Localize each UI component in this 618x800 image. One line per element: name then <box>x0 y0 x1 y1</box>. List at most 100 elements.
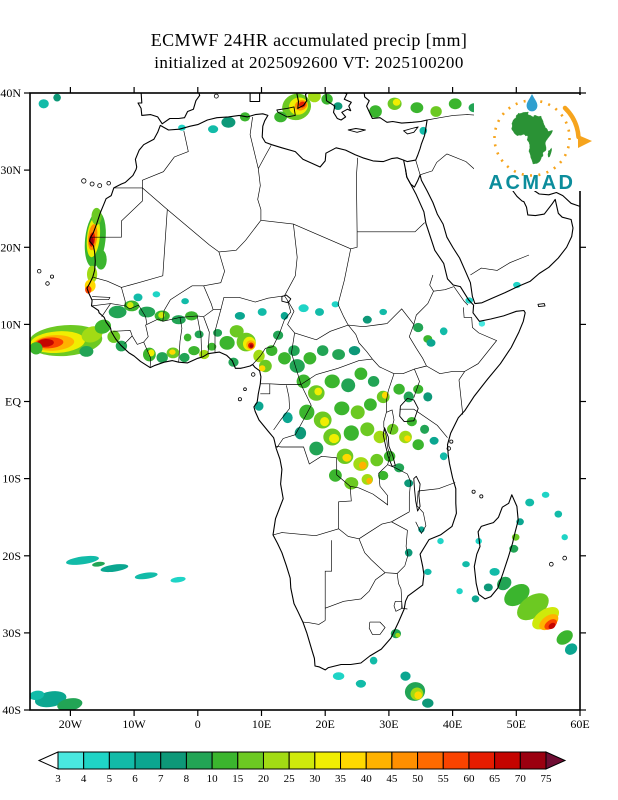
country-border <box>284 224 298 296</box>
country-border <box>372 358 427 375</box>
precip-cell <box>299 404 315 420</box>
precip-cell <box>471 595 480 603</box>
precip-cell <box>565 643 578 655</box>
country-border <box>350 464 388 506</box>
small-island <box>243 387 247 392</box>
acmad-logo: ACMAD <box>474 94 592 194</box>
small-island <box>213 93 219 99</box>
lake <box>413 475 421 512</box>
colorbar-tick-label: 30 <box>309 773 321 785</box>
precip-cell <box>253 349 265 363</box>
precip-cell <box>296 374 311 389</box>
country-border <box>291 332 302 385</box>
country-border <box>260 383 271 395</box>
country-border <box>146 285 204 325</box>
country-border <box>273 385 290 431</box>
precip-cell <box>341 378 356 393</box>
precip-cell <box>367 376 380 387</box>
precip-cell <box>362 315 372 324</box>
country-border <box>218 220 262 253</box>
country-border <box>302 620 326 625</box>
precip-cell <box>234 312 245 320</box>
country-border <box>113 330 131 332</box>
precip-cell <box>303 352 317 365</box>
country-border <box>260 383 301 385</box>
map-subtitle: initialized at 2025092600 VT: 2025100200 <box>154 53 464 72</box>
precip-cell <box>207 342 217 351</box>
small-island <box>562 555 567 561</box>
precip-cell <box>332 672 345 680</box>
country-border <box>252 300 292 365</box>
country-border <box>338 528 360 540</box>
arrow-icon <box>578 135 592 148</box>
country-border <box>470 254 530 276</box>
country-border <box>358 538 386 573</box>
precip-cell <box>383 450 396 462</box>
map-frame-layer: 40N 30N 20N 10N EQ 10S 20S 30S 40S 20W 10W 0 10E 20E 3… <box>0 86 589 731</box>
country-border <box>196 315 203 357</box>
precip-cell <box>414 691 423 700</box>
precip-cell <box>350 405 365 420</box>
precip-cell <box>288 345 300 356</box>
country-border <box>93 276 122 288</box>
country-border <box>258 145 272 169</box>
precip-cell <box>364 398 377 411</box>
colorbar-segment <box>134 751 162 770</box>
colorbar-tick-label: 45 <box>386 773 398 785</box>
colorbar-right-arrow <box>545 751 567 770</box>
precip-cell <box>561 534 568 541</box>
country-border <box>324 540 332 621</box>
precip-colorbar: 3 4 5 6 7 8 10 15 20 25 30 35 40 45 50 55 60 65 70 75 <box>37 751 567 785</box>
country-border <box>386 409 395 434</box>
borders-layer <box>90 114 530 635</box>
precip-cell <box>504 584 530 607</box>
country-border <box>178 317 183 363</box>
country-border <box>294 324 349 341</box>
precip-cell <box>348 346 361 356</box>
precip-cell <box>378 470 389 481</box>
precip-cell <box>333 102 343 110</box>
colorbar-segment <box>340 751 367 770</box>
colorbar-segment <box>160 751 187 770</box>
precip-cell <box>412 439 424 451</box>
precip-cell <box>525 498 535 507</box>
precip-cell <box>437 538 444 545</box>
coastline <box>137 93 201 125</box>
precip-cell <box>483 583 493 592</box>
country-border <box>220 295 288 310</box>
precip-cell <box>541 491 550 498</box>
precip-cell <box>66 555 99 565</box>
country-border <box>338 486 352 529</box>
precip-cell <box>369 656 378 665</box>
precip-cell <box>439 327 448 336</box>
precip-cell <box>280 312 289 320</box>
precip-cell <box>259 365 266 372</box>
country-border <box>350 231 358 250</box>
precip-cell <box>314 387 323 396</box>
coastline <box>404 169 421 188</box>
country-border <box>368 621 386 635</box>
colorbar-segment <box>494 751 521 770</box>
colorbar-segment <box>519 751 547 770</box>
map-header: ECMWF 24HR accumulated precip [mm] initi… <box>0 30 618 73</box>
precip-cell <box>156 352 168 363</box>
colorbar-segment <box>468 751 496 770</box>
precip-cell <box>188 346 200 356</box>
coastline <box>363 93 428 163</box>
small-island <box>548 561 554 567</box>
lake <box>382 427 396 467</box>
precip-cell <box>298 304 309 313</box>
colorbar-tick-label: 10 <box>207 773 219 785</box>
precip-cell <box>274 111 287 123</box>
colorbar-tick-label: 55 <box>438 773 450 785</box>
precip-cell <box>53 93 61 102</box>
coastline <box>325 93 352 121</box>
precip-cell <box>30 342 43 355</box>
precip-cell <box>317 345 329 356</box>
precip-cell <box>38 99 49 109</box>
precip-cell <box>392 98 401 106</box>
country-border <box>272 528 339 537</box>
colorbar-tick-label: 65 <box>489 773 501 785</box>
country-border <box>101 303 111 317</box>
